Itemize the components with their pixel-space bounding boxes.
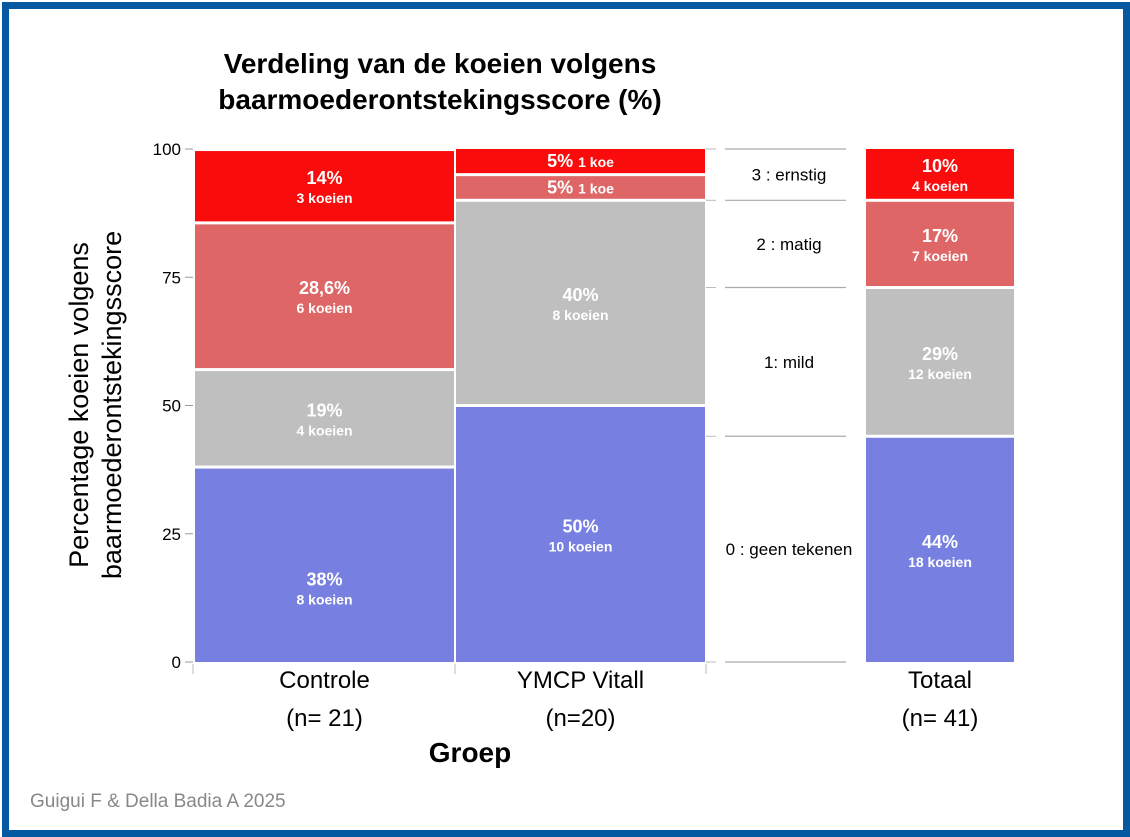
y-tick-label: 75 bbox=[162, 268, 181, 287]
segment-count: 3 koeien bbox=[296, 190, 352, 206]
segment-count: 4 koeien bbox=[296, 422, 352, 438]
segment-label: 5% 1 koe bbox=[547, 177, 614, 197]
credit-text: Guigui F & Della Badia A 2025 bbox=[30, 791, 286, 812]
bar-segment-ymcp-vitall-3 bbox=[456, 149, 705, 174]
segment-count: 6 koeien bbox=[296, 300, 352, 316]
bar-segment-ymcp-vitall-2 bbox=[456, 176, 705, 199]
bar-segment-controle-1 bbox=[195, 371, 454, 466]
legend-item-score-0: 0 : geen tekenen bbox=[726, 540, 853, 559]
legend-item-score-1: 1: mild bbox=[764, 353, 814, 372]
segment-count: 8 koeien bbox=[296, 591, 352, 607]
x-category-n-label: (n=20) bbox=[545, 705, 615, 732]
x-category-label: YMCP Vitall bbox=[517, 667, 644, 694]
segment-label: 5% 1 koe bbox=[547, 151, 614, 171]
bar-segment-totaal-3 bbox=[866, 149, 1014, 199]
segment-count: 10 koeien bbox=[549, 539, 613, 555]
legend-item-score-3: 3 : ernstig bbox=[752, 166, 827, 185]
segment-count: 8 koeien bbox=[552, 307, 608, 323]
y-tick-label: 0 bbox=[172, 653, 181, 672]
bar-segment-controle-3 bbox=[195, 151, 454, 222]
segment-percent: 29% bbox=[922, 344, 958, 364]
segment-percent: 5% bbox=[547, 177, 578, 197]
x-category-n-label: (n= 21) bbox=[286, 705, 363, 732]
segment-percent: 19% bbox=[306, 400, 342, 420]
segment-percent: 10% bbox=[922, 156, 958, 176]
y-tick-label: 100 bbox=[153, 140, 181, 159]
chart-title-line-2: baarmoederontstekingsscore (%) bbox=[218, 84, 662, 115]
x-category-label: Controle bbox=[279, 667, 370, 694]
bar-segment-ymcp-vitall-0 bbox=[456, 407, 705, 662]
segment-percent: 44% bbox=[922, 532, 958, 552]
segment-count: 7 koeien bbox=[912, 248, 968, 264]
segment-count: 12 koeien bbox=[908, 366, 972, 382]
chart-title: Verdeling van de koeien volgens baarmoed… bbox=[160, 46, 720, 118]
x-category-label: Totaal bbox=[908, 667, 972, 694]
segment-percent: 14% bbox=[306, 168, 342, 188]
bar-segment-totaal-1 bbox=[866, 289, 1014, 435]
legend-item-score-2: 2 : matig bbox=[756, 235, 821, 254]
bar-segment-totaal-2 bbox=[866, 201, 1014, 287]
y-tick-label: 50 bbox=[162, 397, 181, 416]
x-category-n-label: (n= 41) bbox=[902, 705, 979, 732]
segment-percent: 5% bbox=[547, 151, 578, 171]
segment-count: 1 koe bbox=[578, 154, 614, 170]
bar-segment-totaal-0 bbox=[866, 437, 1014, 662]
segment-count: 18 koeien bbox=[908, 554, 972, 570]
chart-title-line-1: Verdeling van de koeien volgens bbox=[223, 48, 657, 79]
segment-count: 1 koe bbox=[578, 180, 614, 196]
segment-percent: 17% bbox=[922, 226, 958, 246]
segment-count: 4 koeien bbox=[912, 178, 968, 194]
bar-segment-ymcp-vitall-1 bbox=[456, 201, 705, 404]
x-axis-title: Groep bbox=[428, 737, 512, 768]
segment-percent: 38% bbox=[306, 569, 342, 589]
bar-segment-controle-0 bbox=[195, 468, 454, 662]
segment-percent: 50% bbox=[562, 517, 598, 537]
bar-segment-controle-2 bbox=[195, 224, 454, 369]
segment-percent: 40% bbox=[562, 285, 598, 305]
y-tick-label: 25 bbox=[162, 525, 181, 544]
segment-percent: 28,6% bbox=[299, 278, 350, 298]
